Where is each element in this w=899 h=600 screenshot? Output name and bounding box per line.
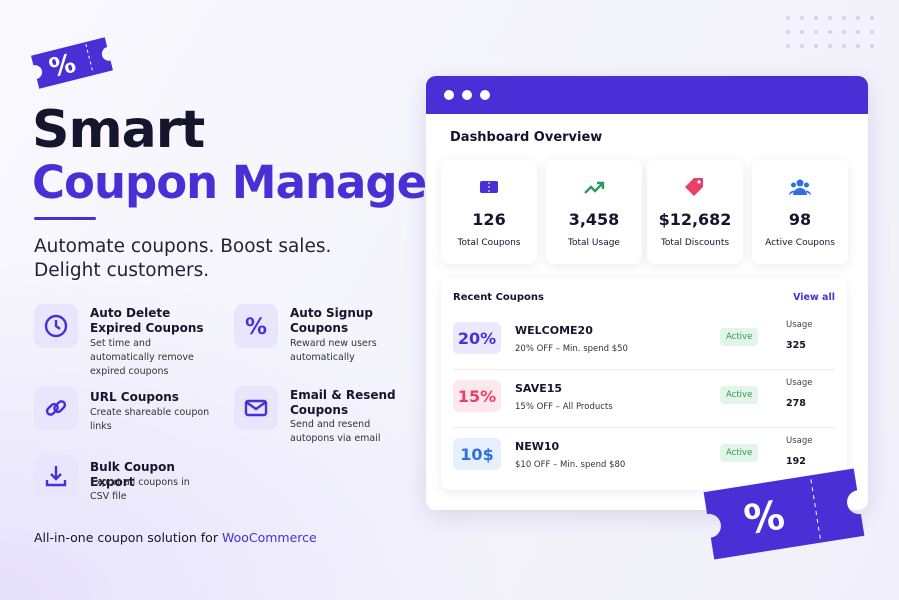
feature-description: Create shareable coupon links [90,407,210,432]
status-badge: Active [720,328,759,346]
coupon-description: 20% OFF – Min. spend $50 [515,344,628,354]
stat-label: Active Coupons [765,238,835,248]
window-dot [444,90,454,100]
feature-icon [34,304,78,348]
coupon-row: 15% SAVE15 15% OFF – All Products Active Usa… [453,370,835,428]
stat-card: 98 Active Coupons [752,160,848,264]
feature-icon [234,386,278,430]
recent-card: Recent Coupons View all 20% WELCOME20 20% … [441,278,847,490]
view-all-link[interactable]: View all [793,292,835,303]
usage-label: Usage [786,436,813,446]
window-dot [462,90,472,100]
footer-brand: WooCommerce [221,530,317,545]
status-badge: Active [720,386,759,404]
tagline: Delight customers. [34,260,210,281]
svg-text:%: % [741,492,788,544]
stat-icon [584,181,605,194]
stat-value: 3,458 [568,210,620,229]
stat-icon [685,178,703,196]
usage-label: Usage [786,320,813,330]
feature-title: URL Coupons [90,390,179,404]
stat-label: Total Usage [568,238,620,248]
coupon-badge: 10$ [453,438,501,470]
feature-title: Auto Delete Expired Coupons [90,306,204,335]
stat-card: 3,458 Total Usage [546,160,642,264]
stat-label: Total Coupons [457,238,521,248]
status-badge: Active [720,444,759,462]
footer: All-in-one coupon solution for WooCommer… [34,530,317,545]
coupon-code: WELCOME20 [515,324,593,337]
stat-card: $12,682 Total Discounts [647,160,743,264]
coupon-row: 10$ NEW10 $10 OFF – Min. spend $80 Active Us… [453,428,835,486]
feature-icon [34,454,78,498]
coupon-description: 15% OFF – All Products [515,402,613,412]
stat-card: 126 Total Coupons [441,160,537,264]
coupon-badge: 15% [453,380,501,412]
coupon-description: $10 OFF – Min. spend $80 [515,460,626,470]
svg-text:%: % [245,315,267,339]
coupon-badge: 20% [453,322,501,354]
feature-icon: % [234,304,278,348]
ticket-icon: % [31,37,113,89]
usage-label: Usage [786,378,813,388]
tagline: Automate coupons. Boost sales. [34,236,332,257]
feature-description: Reward new users automatically [290,338,377,363]
recent-title: Recent Coupons [453,292,545,303]
footer-text: All-in-one coupon solution for [34,530,218,545]
usage-value: 325 [786,340,806,351]
title: Coupon Manager [32,156,448,209]
window-dot [480,90,490,100]
coupon-code: NEW10 [515,440,560,453]
stat-icon [480,181,498,193]
stat-icon [789,179,811,195]
dot-grid [786,16,874,48]
feature-description: Set time and automatically remove expire… [90,338,194,377]
coupon-code: SAVE15 [515,382,563,395]
feature-description: Send and resend autopons via email [290,419,381,444]
stat-value: $12,682 [658,210,732,229]
stat-value: 126 [472,210,506,229]
divider [34,217,96,220]
title: Smart [32,100,205,160]
stat-label: Total Discounts [660,238,730,248]
feature-title: Auto Signup Coupons [290,306,374,335]
usage-value: 192 [786,456,806,467]
stat-value: 98 [788,210,812,229]
feature-icon [34,386,78,430]
coupon-row: 20% WELCOME20 20% OFF – Min. spend $50 Acti… [453,312,835,370]
window-bar [426,76,868,114]
feature-description: Export all coupons in CSV file [90,477,190,502]
dashboard-card: Dashboard Overview 126 Total Coupons 3,458… [426,76,868,510]
ticket-illustration: % [703,468,865,560]
feature-title: Email & Resend Coupons [290,388,396,417]
feature-title: Bulk Coupon Export [90,460,175,489]
usage-value: 278 [786,398,806,409]
dashboard-title: Dashboard Overview [450,130,603,145]
